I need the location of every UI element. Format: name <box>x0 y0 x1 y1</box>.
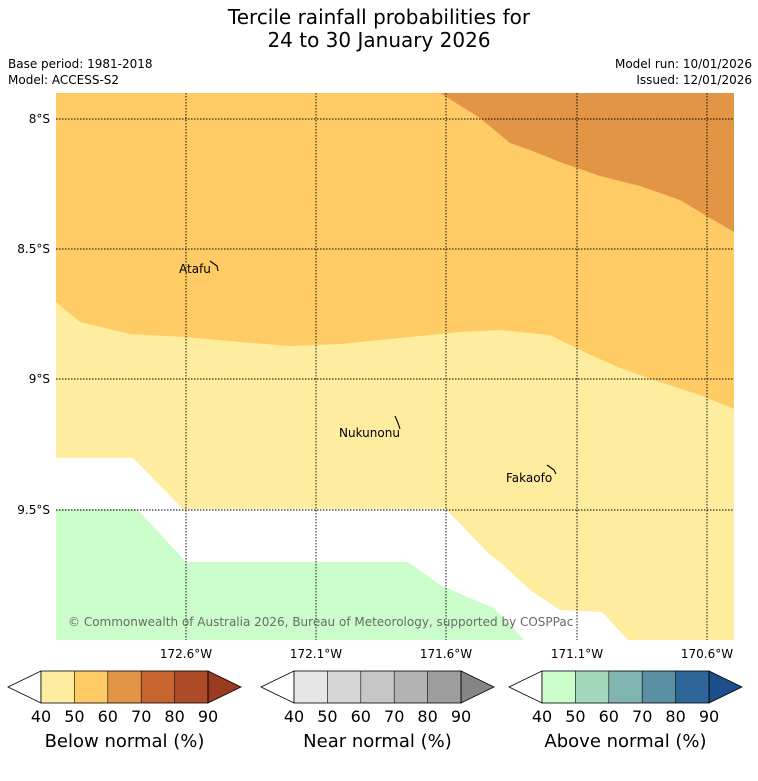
colorbar-frame <box>40 670 209 704</box>
colorbar-segment <box>174 671 208 703</box>
colorbar-segment <box>294 671 328 703</box>
lon-label: 171.1°W <box>551 647 603 661</box>
colorbar-frame <box>293 670 462 704</box>
graticule <box>56 93 734 640</box>
below-70-zone <box>440 93 734 232</box>
colorbar-segment <box>327 671 361 703</box>
colorbar-tick-label: 70 <box>131 707 151 726</box>
colorbar-tick-label: 90 <box>699 707 719 726</box>
colorbar-max-extend <box>460 670 495 704</box>
lat-label: 9.5°S <box>17 503 50 517</box>
colorbar-tick-label: 60 <box>98 707 118 726</box>
lon-label: 171.6°W <box>420 647 472 661</box>
fakaofo-atoll <box>546 464 557 475</box>
colorbar-segment <box>394 671 428 703</box>
colorbar-legend: 40 50 60 70 80 90 Above normal (%) <box>508 670 743 752</box>
lat-labels: 8°S 8.5°S 9°S 9.5°S <box>17 112 50 517</box>
colorbar-tick-label: 50 <box>565 707 585 726</box>
colorbar-title: Near normal (%) <box>303 731 452 752</box>
colorbar-tick-label: 50 <box>317 707 337 726</box>
colorbar-segment <box>608 671 643 703</box>
model-run: Model run: 10/01/2026 <box>614 57 752 71</box>
lon-label: 172.1°W <box>290 647 342 661</box>
colorbar-min-extend <box>508 670 543 704</box>
copyright-notice: © Commonwealth of Australia 2026, Bureau… <box>68 615 573 629</box>
colorbar-tick-label: 90 <box>451 707 471 726</box>
colorbar-tick-label: 60 <box>351 707 371 726</box>
colorbar-segment <box>360 671 395 703</box>
colorbar-segment <box>107 671 142 703</box>
colorbar-tick-label: 40 <box>31 707 51 726</box>
colorbar-tick-label: 40 <box>284 707 304 726</box>
lat-label: 8.5°S <box>17 242 50 256</box>
colorbar-segment <box>675 671 709 703</box>
lon-labels: 172.6°W 172.1°W 171.6°W 171.1°W 170.6°W <box>160 647 733 661</box>
colorbar-tick-label: 90 <box>198 707 218 726</box>
colorbar-legend: 40 50 60 70 80 90 Near normal (%) <box>260 670 495 752</box>
lon-label: 170.6°W <box>681 647 733 661</box>
colorbar-min-extend <box>260 670 295 704</box>
colorbar-legend: 40 50 60 70 80 90 Below normal (%) <box>7 670 242 752</box>
colorbar-segment <box>427 671 461 703</box>
base-period: Base period: 1981-2018 <box>8 57 153 71</box>
colorbar-max-extend <box>207 670 242 704</box>
colorbar-frame <box>541 670 710 704</box>
title-line-2: 24 to 30 January 2026 <box>267 28 491 52</box>
nukunonu-atoll <box>394 415 401 430</box>
colorbar-segment <box>575 671 609 703</box>
colorbar-tick-label: 70 <box>384 707 404 726</box>
colorbar-tick-label: 60 <box>599 707 619 726</box>
colorbar-tick-label: 80 <box>665 707 685 726</box>
place-label-nukunonu: Nukunonu <box>339 426 400 440</box>
legends: 40 50 60 70 80 90 Below normal (%) 40 50 60 70 80 90… <box>7 670 743 752</box>
lat-label: 8°S <box>29 112 50 126</box>
colorbar-title: Above normal (%) <box>544 731 706 752</box>
above-50-zone <box>56 509 524 640</box>
issued-date: Issued: 12/01/2026 <box>636 73 752 87</box>
lon-label: 172.6°W <box>160 647 212 661</box>
colorbar-min-extend <box>7 670 42 704</box>
colorbar-segment <box>74 671 108 703</box>
colorbar-segment <box>542 671 576 703</box>
colorbar-segment <box>41 671 75 703</box>
colorbar-segment <box>642 671 676 703</box>
atoll-outlines <box>209 260 557 475</box>
colorbar-tick-label: 80 <box>417 707 437 726</box>
place-label-atafu: Atafu <box>179 262 211 276</box>
colorbar-title: Below normal (%) <box>45 731 205 752</box>
colorbar-segment <box>141 671 175 703</box>
title-line-1: Tercile rainfall probabilities for <box>227 5 531 29</box>
place-label-fakaofo: Fakaofo <box>506 471 552 485</box>
colorbar-max-extend <box>708 670 743 704</box>
colorbar-tick-label: 40 <box>532 707 552 726</box>
colorbar-tick-label: 80 <box>164 707 184 726</box>
map-panel <box>56 93 734 640</box>
lat-label: 9°S <box>29 372 50 386</box>
colorbar-tick-label: 50 <box>64 707 84 726</box>
colorbar-tick-label: 70 <box>632 707 652 726</box>
model-name: Model: ACCESS-S2 <box>8 73 120 87</box>
atafu-atoll <box>209 260 219 272</box>
place-labels: Atafu Nukunonu Fakaofo <box>179 262 552 485</box>
